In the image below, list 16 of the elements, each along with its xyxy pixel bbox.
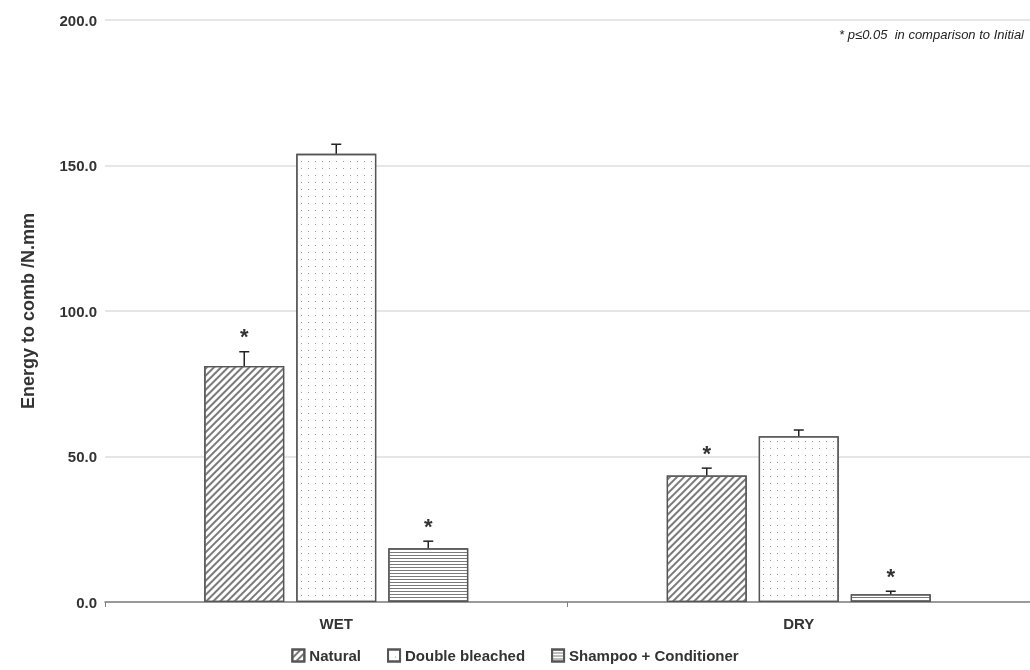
x-tick-label: DRY <box>783 615 815 632</box>
data-label: * <box>239 324 249 350</box>
legend-label: Natural <box>309 647 362 664</box>
data-label: * <box>702 440 712 466</box>
data-label: * <box>423 513 433 539</box>
legend-label: Double bleached <box>405 647 526 664</box>
y-tick-label: 100.0 <box>59 302 97 320</box>
annotation: * p≤0.05 in comparison to Initial <box>839 27 1026 42</box>
y-tick-label: 150.0 <box>59 157 97 174</box>
y-tick-label: 50.0 <box>67 448 97 465</box>
y-axis-title: Energy to comb /N.mm <box>18 212 38 410</box>
data-label: * <box>886 563 896 589</box>
y-tick-label: 0.0 <box>76 593 97 611</box>
x-tick-label: WET <box>319 615 353 632</box>
y-tick-label: 200.0 <box>59 11 97 29</box>
legend-label: Shampoo + Conditioner <box>569 647 739 664</box>
